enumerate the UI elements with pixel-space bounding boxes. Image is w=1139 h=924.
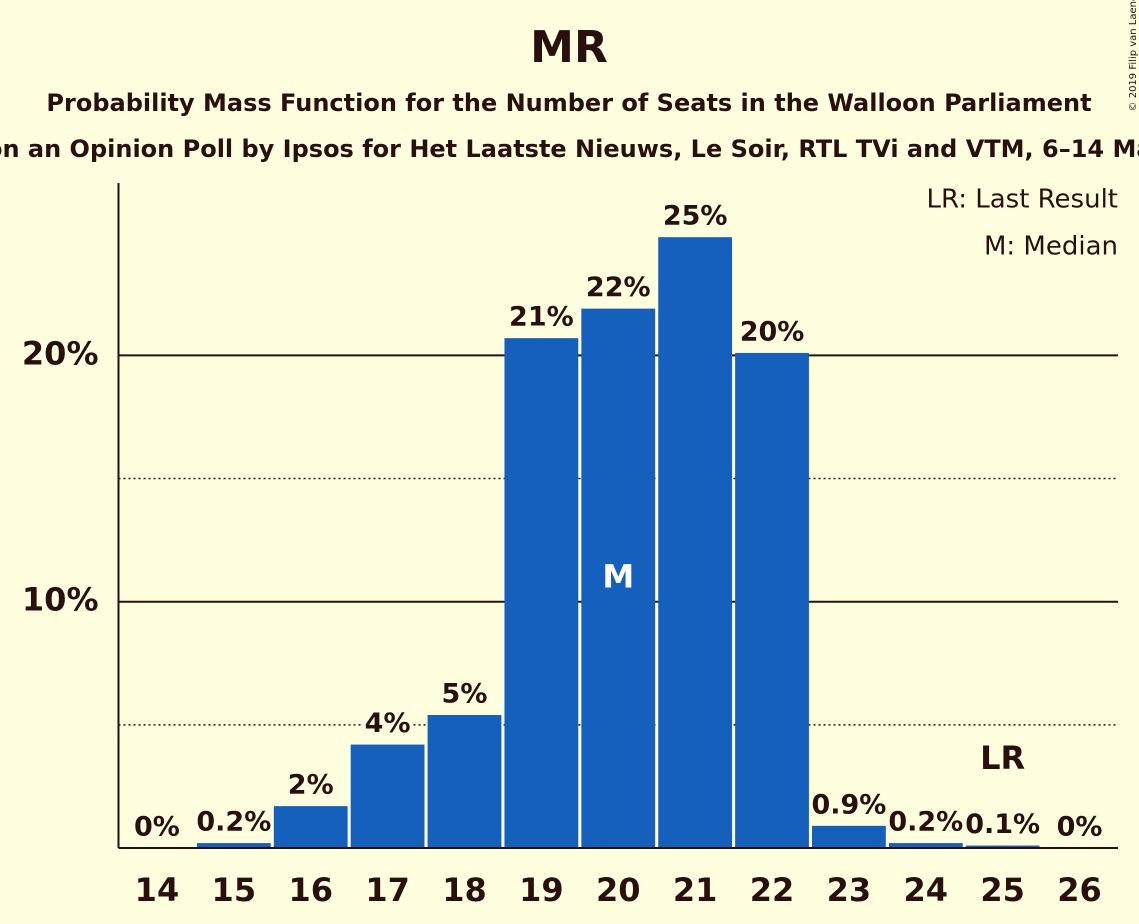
value-label: 4% bbox=[365, 708, 411, 739]
x-tick-label: 22 bbox=[750, 871, 795, 909]
x-tick-label: 25 bbox=[980, 871, 1025, 909]
bar bbox=[735, 352, 809, 848]
value-label-bg bbox=[507, 301, 576, 333]
x-tick-label: 18 bbox=[442, 871, 487, 909]
value-label: 5% bbox=[442, 679, 488, 710]
value-label-bg bbox=[583, 272, 653, 304]
y-tick-label: 10% bbox=[22, 581, 99, 619]
value-label-bg bbox=[132, 811, 182, 843]
x-tick-label: 23 bbox=[827, 871, 872, 909]
value-label: 22% bbox=[586, 272, 651, 303]
credit: © 2019 Filip van Laenen bbox=[1128, 0, 1139, 111]
value-label: 2% bbox=[288, 770, 334, 801]
value-label-bg bbox=[194, 806, 274, 838]
bar bbox=[965, 845, 1040, 848]
legend-entry: LR: Last Result bbox=[926, 185, 1118, 215]
bar bbox=[350, 744, 425, 848]
value-label-bg bbox=[362, 708, 413, 740]
x-tick-label: 16 bbox=[288, 871, 333, 909]
bar bbox=[196, 843, 271, 848]
value-label: 0.1% bbox=[965, 809, 1040, 840]
value-label-bg bbox=[809, 789, 889, 821]
legend-entry: M: Median bbox=[984, 232, 1118, 262]
value-label: 0% bbox=[134, 812, 180, 843]
value-label-bg bbox=[439, 678, 490, 710]
bar bbox=[658, 237, 733, 848]
value-label-bg bbox=[737, 316, 807, 348]
bar bbox=[581, 308, 656, 849]
value-label: 0% bbox=[1057, 812, 1103, 843]
bar bbox=[504, 338, 579, 848]
value-label-bg bbox=[886, 806, 966, 838]
chart-title: MR bbox=[530, 22, 608, 73]
x-tick-label: 26 bbox=[1057, 871, 1102, 909]
value-label-bg bbox=[285, 769, 336, 801]
bar bbox=[273, 806, 348, 848]
value-label: 0.2% bbox=[888, 807, 963, 838]
value-label-bg bbox=[1054, 811, 1105, 843]
x-tick-label: 21 bbox=[673, 871, 718, 909]
x-tick-label: 17 bbox=[365, 871, 410, 909]
x-tick-label: 20 bbox=[596, 871, 641, 909]
chart-subtitle: Probability Mass Function for the Number… bbox=[46, 89, 1091, 117]
value-label: 0.9% bbox=[811, 789, 886, 820]
value-label: 25% bbox=[663, 201, 728, 232]
x-tick-label: 15 bbox=[212, 871, 257, 909]
value-label-bg bbox=[963, 809, 1043, 841]
bar bbox=[427, 715, 502, 848]
value-label: 21% bbox=[509, 302, 574, 333]
chart-caption: Based on an Opinion Poll by Ipsos for He… bbox=[0, 135, 1139, 163]
annotation: LR bbox=[980, 739, 1025, 777]
x-tick-label: 14 bbox=[135, 871, 180, 909]
bar bbox=[811, 825, 886, 848]
bar bbox=[888, 843, 963, 848]
x-tick-label: 19 bbox=[519, 871, 564, 909]
y-tick-label: 20% bbox=[22, 334, 99, 372]
annotation: M bbox=[602, 557, 634, 595]
x-tick-label: 24 bbox=[904, 871, 949, 909]
value-label-bg bbox=[660, 200, 730, 232]
value-label: 0.2% bbox=[196, 807, 271, 838]
value-label: 20% bbox=[740, 316, 805, 347]
